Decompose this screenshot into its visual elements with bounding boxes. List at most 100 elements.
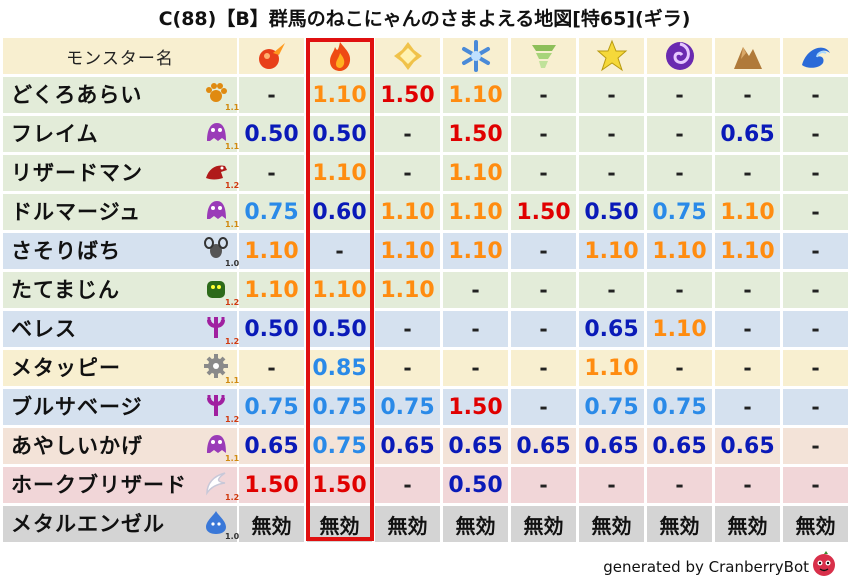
value-cell: - <box>715 350 780 386</box>
monster-name-cell: ドルマージュ 1.1 <box>3 194 240 230</box>
value-cell: 0.50 <box>239 116 304 152</box>
value-cell: - <box>783 311 848 347</box>
paw-icon <box>206 83 227 102</box>
value-cell: 1.50 <box>443 116 508 152</box>
value-cell: - <box>783 350 848 386</box>
value-cell: - <box>511 350 576 386</box>
value-cell: 0.50 <box>579 194 644 230</box>
value-cell: - <box>579 77 644 113</box>
monster-name-cell: さそりばち 1.0 <box>3 233 240 269</box>
trident-icon <box>207 395 225 416</box>
monster-level-badge: 1.0 <box>225 259 240 268</box>
value-cell: 0.75 <box>239 389 304 425</box>
value-cell: - <box>511 389 576 425</box>
value-cell: - <box>511 116 576 152</box>
value-cell: - <box>783 467 848 503</box>
ghost-icon <box>207 123 226 141</box>
ghost-icon <box>207 435 226 453</box>
monster-name-cell: リザードマン 1.2 <box>3 155 240 191</box>
value-cell: - <box>647 77 712 113</box>
value-cell: 1.10 <box>715 233 780 269</box>
value-cell: 0.50 <box>239 311 304 347</box>
value-cell: - <box>511 272 576 308</box>
monster-level-badge: 1.2 <box>225 298 240 307</box>
monster-level-badge: 1.2 <box>225 181 240 190</box>
value-cell: - <box>239 155 304 191</box>
lightning-icon <box>596 39 627 72</box>
ghost-icon <box>207 201 226 219</box>
value-cell: 0.65 <box>511 428 576 464</box>
monster-name-cell: ベレス 1.2 <box>3 311 240 347</box>
monster-name-cell: メタッピー 1.1 <box>3 350 239 386</box>
value-cell: - <box>647 272 712 308</box>
rock-icon <box>733 47 762 69</box>
monster-name: ホークブリザード <box>11 473 187 497</box>
value-cell: 1.10 <box>307 155 372 191</box>
monster-name-header: モンスター名 <box>3 38 237 74</box>
element-header-snowflake <box>443 38 508 74</box>
monster-level-badge: 1.1 <box>225 220 240 229</box>
value-cell: 0.75 <box>307 428 372 464</box>
monster-name: どくろあらい <box>11 83 143 107</box>
footer-credit: generated by CranberryBot <box>603 558 809 576</box>
value-cell: - <box>579 116 644 152</box>
value-cell: - <box>783 389 848 425</box>
value-cell: - <box>511 77 576 113</box>
value-cell: 1.10 <box>647 311 712 347</box>
value-cell: 無効 <box>783 506 848 542</box>
monster-name-cell: あやしいかげ 1.1 <box>3 428 240 464</box>
value-cell: 0.65 <box>443 428 508 464</box>
monster-name-cell: たてまじん 1.2 <box>3 272 240 308</box>
value-cell: - <box>647 467 712 503</box>
monster-level-badge: 1.1 <box>225 142 240 151</box>
monster-name-cell: メタルエンゼル 1.0 <box>3 506 239 542</box>
value-cell: - <box>443 350 508 386</box>
value-cell: 1.10 <box>239 233 304 269</box>
value-cell: - <box>511 467 576 503</box>
value-cell: 1.10 <box>579 350 644 386</box>
value-cell: 無効 <box>307 506 372 542</box>
value-cell: 0.75 <box>307 389 372 425</box>
value-cell: 1.10 <box>375 272 440 308</box>
value-cell: - <box>783 194 848 230</box>
value-cell: 0.50 <box>307 116 372 152</box>
element-header-tornado <box>511 38 576 74</box>
value-cell: 0.50 <box>443 467 508 503</box>
value-cell: - <box>715 272 780 308</box>
value-cell: - <box>783 272 848 308</box>
monster-level-badge: 1.2 <box>225 415 240 424</box>
value-cell: 0.65 <box>715 116 780 152</box>
value-cell: - <box>783 428 848 464</box>
wing-icon <box>206 472 226 496</box>
value-cell: 0.65 <box>239 428 304 464</box>
value-cell: 0.65 <box>715 428 780 464</box>
value-cell: - <box>375 467 440 503</box>
trident-icon <box>207 317 225 338</box>
value-cell: 0.65 <box>579 428 644 464</box>
value-cell: - <box>783 233 848 269</box>
value-cell: - <box>375 350 440 386</box>
value-cell: 0.75 <box>647 389 712 425</box>
value-cell: 1.10 <box>715 194 780 230</box>
golem-icon <box>207 281 225 298</box>
value-cell: 1.10 <box>307 77 372 113</box>
value-cell: - <box>783 116 848 152</box>
element-header-fire-orb <box>239 38 304 74</box>
value-cell: - <box>375 155 440 191</box>
element-header-fire <box>307 38 372 74</box>
slime-icon <box>206 511 226 534</box>
value-cell: 1.10 <box>443 155 508 191</box>
monster-name: あやしいかげ <box>11 434 143 458</box>
monster-level-badge: 1.2 <box>225 337 240 346</box>
value-cell: - <box>647 350 712 386</box>
monster-name: ドルマージュ <box>11 200 142 224</box>
dark-swirl-icon <box>665 42 694 70</box>
element-header-rock <box>715 38 780 74</box>
value-cell: - <box>443 272 508 308</box>
monster-level-badge: 1.1 <box>225 454 240 463</box>
snowflake-icon <box>461 40 490 72</box>
element-header-dark-swirl <box>647 38 712 74</box>
value-cell: 1.50 <box>375 77 440 113</box>
ice-icon <box>393 42 422 70</box>
element-header-ice <box>375 38 440 74</box>
